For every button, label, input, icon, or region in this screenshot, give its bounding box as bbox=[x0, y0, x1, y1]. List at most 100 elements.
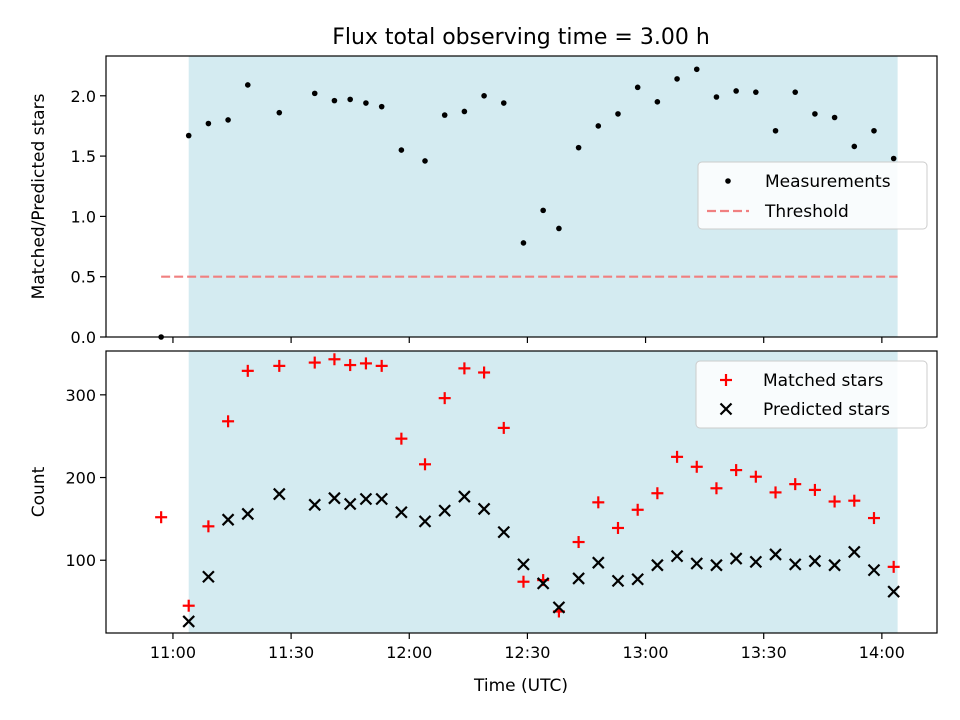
matched-star-point bbox=[202, 520, 215, 533]
predicted-star-point bbox=[477, 502, 491, 516]
measurement-point bbox=[615, 111, 621, 117]
measurement-point bbox=[654, 99, 661, 105]
predicted-star-point bbox=[359, 492, 373, 506]
measurement-point bbox=[812, 111, 818, 117]
matched-star-point bbox=[848, 494, 861, 507]
y-tick-label: 2.0 bbox=[71, 87, 96, 106]
y-tick-label: 200 bbox=[65, 469, 96, 488]
predicted-star-point bbox=[418, 515, 432, 528]
measurement-point bbox=[792, 89, 799, 95]
x-tick-label: 12:30 bbox=[504, 643, 550, 662]
x-tick-label: 11:30 bbox=[268, 643, 314, 662]
top-y-ticks: 0.0 0.5 1.0 1.5 2.0 bbox=[71, 87, 106, 347]
predicted-star-point bbox=[308, 498, 322, 512]
legend-measurement-marker bbox=[725, 178, 731, 184]
predicted-star-point bbox=[729, 552, 743, 565]
measurement-point bbox=[205, 120, 212, 127]
matched-star-point bbox=[828, 495, 841, 508]
predicted-star-point bbox=[769, 548, 782, 561]
predicted-star-point bbox=[438, 504, 451, 517]
legend-matched-label: Matched stars bbox=[763, 371, 883, 391]
top-axes-frame bbox=[105, 55, 938, 338]
legend-predicted-marker bbox=[719, 402, 733, 416]
matched-star-point bbox=[438, 392, 451, 405]
y-tick-label: 1.5 bbox=[71, 147, 96, 166]
measurement-point bbox=[871, 127, 877, 134]
matched-star-point bbox=[730, 464, 743, 477]
measurement-point bbox=[398, 147, 405, 153]
matched-star-point bbox=[273, 359, 286, 372]
matched-star-point bbox=[375, 359, 388, 372]
legend-matched-marker bbox=[720, 374, 732, 386]
predicted-star-point bbox=[788, 558, 802, 571]
measurement-point bbox=[378, 103, 385, 110]
measurement-point bbox=[851, 143, 858, 150]
legend-predicted-label: Predicted stars bbox=[763, 400, 890, 420]
predicted-star-point bbox=[182, 615, 195, 628]
x-tick-label: 12:00 bbox=[386, 643, 432, 662]
predicted-star-point bbox=[273, 487, 286, 501]
matched-star-point bbox=[497, 421, 510, 434]
matched-star-point bbox=[769, 486, 782, 499]
measurement-point bbox=[520, 240, 527, 246]
predicted-star-point bbox=[328, 491, 341, 505]
legend-frame bbox=[695, 360, 928, 429]
matched-star-point bbox=[749, 470, 762, 483]
predicted-star-point bbox=[690, 557, 704, 570]
predicted-star-point bbox=[867, 563, 881, 577]
matched-star-point bbox=[808, 483, 821, 496]
top-y-axis-label: Matched/Predicted stars bbox=[29, 93, 49, 299]
measurement-point bbox=[244, 82, 251, 88]
matched-star-point bbox=[344, 359, 357, 372]
matched-star-point bbox=[395, 432, 408, 445]
predicted-star-point bbox=[651, 558, 664, 572]
legend-frame bbox=[697, 161, 928, 230]
x-tick-label: 13:30 bbox=[741, 643, 787, 662]
matched-star-point bbox=[651, 487, 664, 500]
y-tick-label: 300 bbox=[65, 386, 96, 405]
matched-star-point bbox=[182, 599, 195, 612]
matched-star-point bbox=[572, 536, 585, 549]
predicted-star-point bbox=[572, 572, 585, 585]
measurement-point bbox=[331, 97, 338, 104]
predicted-star-point bbox=[592, 556, 605, 569]
matched-star-point bbox=[690, 460, 703, 473]
measurement-point bbox=[481, 92, 487, 99]
top-axes: 0.00.51.01.52.0 Matched/Predicted stars … bbox=[29, 55, 938, 347]
predicted-star-point bbox=[375, 492, 388, 506]
y-tick-label: 1.0 bbox=[71, 207, 96, 226]
x-axis-label: Time (UTC) bbox=[473, 676, 568, 696]
bottom-x-ticks: 11:00 11:30 12:00 12:30 13:00 13:30 14:00 bbox=[150, 633, 905, 662]
predicted-star-point bbox=[670, 549, 684, 563]
predicted-star-point bbox=[536, 577, 550, 590]
predicted-star-point bbox=[808, 554, 822, 568]
measurement-point bbox=[347, 96, 353, 103]
measurement-point bbox=[225, 117, 231, 123]
matched-star-points bbox=[155, 353, 900, 618]
measurement-points bbox=[158, 66, 897, 340]
predicted-star-point bbox=[611, 574, 625, 588]
matched-star-point bbox=[631, 503, 644, 516]
predicted-star-point bbox=[497, 525, 511, 539]
predicted-star-point bbox=[848, 545, 861, 559]
matched-star-point bbox=[867, 512, 880, 525]
x-tick-label: 13:00 bbox=[623, 643, 669, 662]
y-tick-label: 100 bbox=[65, 551, 96, 570]
matched-star-point bbox=[458, 362, 471, 375]
measurement-point bbox=[185, 132, 192, 139]
predicted-star-point bbox=[828, 558, 841, 572]
measurement-point bbox=[461, 108, 468, 115]
predicted-star-point bbox=[631, 572, 644, 586]
measurement-point bbox=[363, 100, 369, 106]
predicted-star-point bbox=[552, 601, 566, 614]
matched-star-point bbox=[222, 415, 235, 428]
x-tick-label: 14:00 bbox=[859, 643, 905, 662]
measurement-point bbox=[733, 88, 739, 94]
matched-star-point bbox=[478, 366, 491, 379]
predicted-star-point bbox=[710, 558, 723, 572]
predicted-star-point bbox=[343, 497, 357, 511]
matched-star-point bbox=[155, 511, 168, 524]
predicted-star-point bbox=[221, 513, 235, 526]
x-tick-label: 11:00 bbox=[150, 643, 196, 662]
matched-star-point bbox=[887, 560, 900, 573]
